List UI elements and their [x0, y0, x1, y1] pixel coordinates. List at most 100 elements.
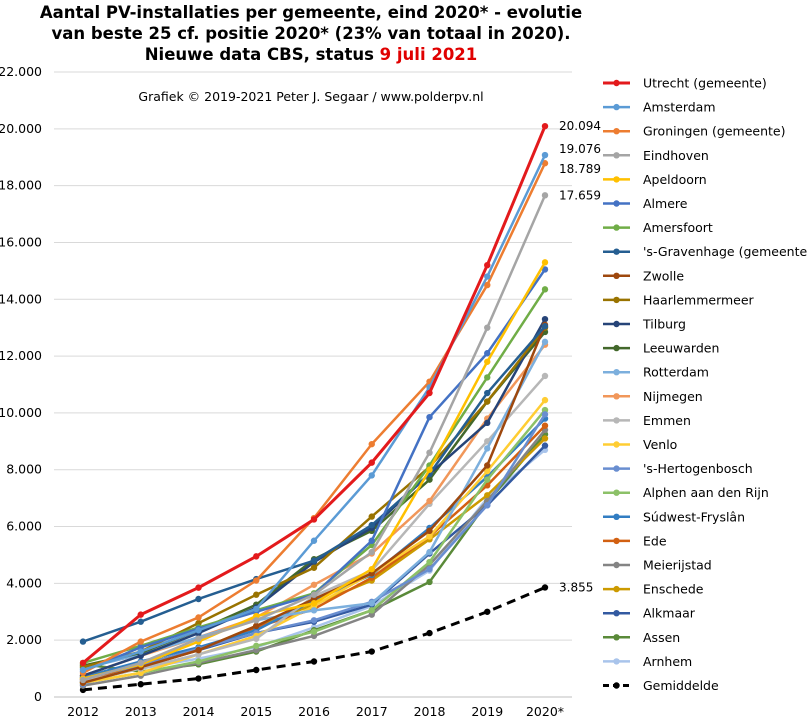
data-point: [541, 315, 549, 323]
legend-swatch-marker: [613, 634, 620, 641]
legend-label: Enschede: [643, 582, 704, 597]
legend-swatch-marker: [613, 296, 620, 304]
y-tick-label: 22.000: [0, 64, 42, 79]
data-point: [484, 374, 491, 381]
data-point: [426, 449, 433, 456]
end-value-label: 19.076: [559, 142, 601, 156]
data-point: [426, 413, 433, 421]
legend-label: Meierijstad: [643, 558, 712, 573]
chart-credit: Grafiek © 2019-2021 Peter J. Segaar / ww…: [138, 89, 483, 104]
data-point: [253, 642, 260, 650]
legend-swatch-marker: [613, 79, 620, 87]
legend-item-amersfoort: Amersfoort: [603, 220, 713, 235]
legend-swatch-marker: [613, 103, 620, 111]
legend-swatch-marker: [613, 489, 620, 496]
data-point: [541, 396, 549, 404]
series-eindhoven: [79, 192, 549, 684]
y-tick-label: 12.000: [0, 348, 42, 363]
x-tick-label: 2017: [356, 704, 388, 719]
data-point: [310, 658, 318, 665]
end-value-label: 20.094: [559, 119, 601, 133]
data-point: [368, 472, 375, 479]
x-tick-label: 2016: [298, 704, 330, 719]
gridlines: [54, 71, 572, 641]
series-utrecht-gemeente: [79, 122, 549, 667]
legend-item-s-dwest-frysl-n: Súdwest-Fryslân: [603, 509, 745, 524]
legend-item-enschede: Enschede: [603, 582, 704, 597]
data-point: [541, 151, 549, 159]
data-point: [484, 502, 491, 509]
data-point: [253, 553, 260, 560]
data-point: [195, 595, 202, 603]
data-point: [484, 389, 491, 397]
end-value-label: 18.789: [559, 162, 601, 176]
legend-label: Tilburg: [642, 317, 686, 332]
data-point: [484, 467, 491, 475]
data-point: [484, 476, 491, 483]
legend-item-alkmaar: Alkmaar: [603, 606, 696, 621]
data-point: [484, 261, 491, 269]
data-point: [484, 462, 491, 469]
data-point: [541, 435, 549, 442]
legend-label: Alkmaar: [643, 606, 696, 621]
legend-item-groningen-gemeente: Groningen (gemeente): [603, 124, 786, 139]
data-point: [484, 419, 491, 427]
data-point: [195, 658, 202, 665]
title-line-3: Nieuwe data CBS, status 9 juli 2021: [145, 45, 478, 64]
y-tick-label: 16.000: [0, 234, 42, 249]
legend-swatch-marker: [613, 224, 620, 231]
legend-item-assen: Assen: [603, 630, 680, 645]
data-point: [484, 492, 491, 499]
data-point: [541, 192, 549, 199]
data-point: [253, 617, 260, 624]
data-point: [310, 537, 318, 544]
legend-label: Apeldoorn: [643, 172, 707, 187]
legend-label: Gemiddelde: [643, 678, 719, 693]
legend-label: Ede: [643, 533, 667, 548]
title-date-highlight: 9 juli 2021: [380, 45, 478, 64]
data-point: [137, 681, 144, 688]
legend-label: Leeuwarden: [643, 341, 719, 356]
data-point: [137, 638, 144, 645]
data-point: [484, 358, 491, 365]
data-point: [541, 442, 549, 449]
legend-label: Haarlemmermeer: [643, 292, 755, 307]
data-point: [310, 557, 318, 564]
legend-swatch-marker: [613, 417, 620, 424]
x-tick-label: 2012: [67, 704, 99, 719]
legend-item-s-gravenhage-gemeente: 's-Gravenhage (gemeente): [603, 244, 807, 259]
data-point: [195, 627, 202, 634]
data-point: [253, 666, 260, 674]
data-point: [541, 266, 549, 273]
legend-swatch-marker: [613, 176, 620, 183]
y-tick-label: 18.000: [0, 178, 42, 193]
data-point: [426, 466, 433, 473]
data-point: [368, 600, 375, 607]
data-point: [253, 577, 260, 584]
legend: Utrecht (gemeente) Amsterdam Groningen (ge…: [603, 76, 807, 693]
data-point: [368, 548, 375, 556]
legend-item-venlo: Venlo: [603, 437, 677, 452]
data-point: [253, 635, 260, 642]
data-point: [484, 273, 491, 280]
title-line-1: Aantal PV-installaties per gemeente, ein…: [40, 3, 582, 22]
legend-swatch-marker: [613, 658, 620, 665]
data-point: [541, 338, 549, 346]
data-point: [253, 591, 260, 598]
data-point: [368, 513, 375, 520]
end-value-label: 3.855: [559, 580, 593, 594]
legend-swatch-marker: [613, 248, 620, 255]
y-tick-label: 2.000: [6, 632, 42, 647]
data-point: [426, 578, 433, 586]
data-point: [79, 666, 87, 674]
legend-swatch-marker: [613, 200, 620, 207]
legend-swatch-marker: [613, 465, 620, 472]
data-point: [484, 608, 491, 615]
data-point: [253, 622, 260, 630]
legend-label: Rotterdam: [643, 365, 709, 380]
data-point: [541, 160, 549, 167]
data-point: [484, 398, 491, 405]
end-value-label: 17.659: [559, 188, 601, 202]
legend-label: Almere: [643, 196, 688, 211]
